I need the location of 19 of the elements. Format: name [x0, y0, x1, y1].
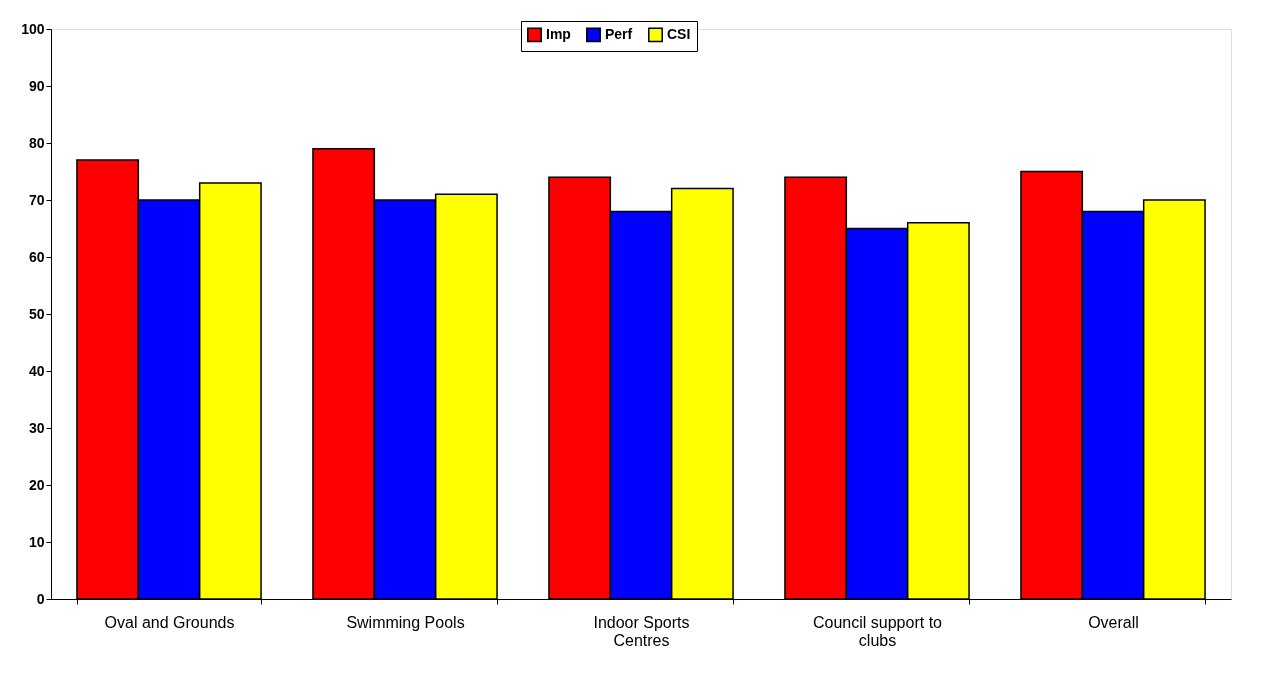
y-tick-label: 60 — [28, 248, 45, 265]
legend-label: Perf — [605, 25, 633, 42]
x-tick-label: Oval and Grounds — [104, 613, 235, 631]
x-tick-label: Indoor Sports Centres — [593, 613, 690, 649]
x-tick-label: Council support to clubs — [813, 613, 943, 649]
y-tick-label: 70 — [28, 191, 45, 208]
y-tick-label: 0 — [36, 590, 45, 607]
y-tick-label: 10 — [28, 533, 45, 550]
y-tick-label: 30 — [28, 419, 45, 436]
legend-label: Imp — [546, 25, 571, 42]
x-tick-label: Overall — [1088, 613, 1139, 631]
y-tick-label: 80 — [28, 134, 45, 151]
y-tick-label: 50 — [28, 305, 45, 322]
x-tick-label: Swimming Pools — [346, 613, 465, 631]
y-tick-label: 100 — [21, 20, 45, 37]
legend-label: CSI — [667, 25, 691, 42]
y-tick-label: 40 — [28, 362, 45, 379]
y-tick-label: 90 — [28, 77, 45, 94]
y-tick-label: 20 — [28, 476, 45, 493]
